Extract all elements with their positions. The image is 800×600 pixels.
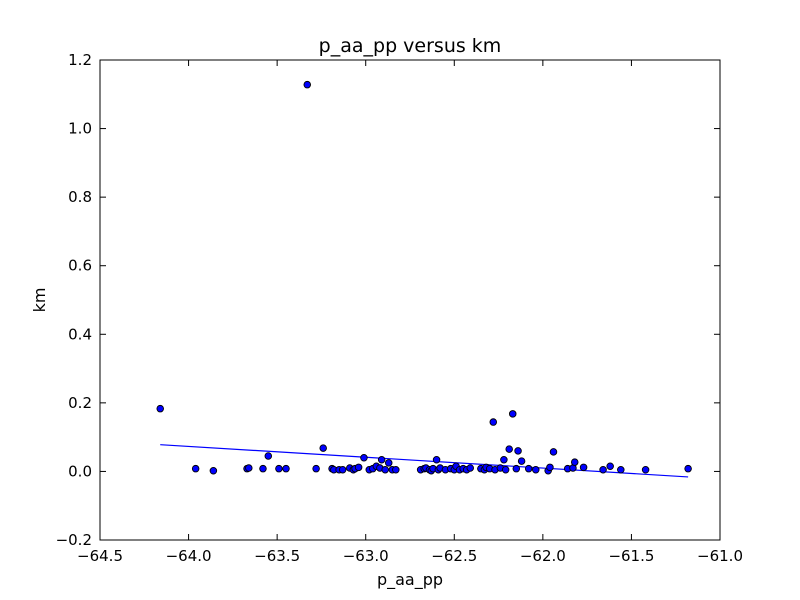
data-point xyxy=(377,456,386,464)
data-point xyxy=(524,464,533,473)
data-point xyxy=(641,465,650,474)
x-tick-label: −62.0 xyxy=(520,547,566,565)
y-tick-label: 0.8 xyxy=(68,188,92,206)
y-axis-title: km xyxy=(30,288,49,313)
y-tick-label: 0.0 xyxy=(68,462,92,480)
data-point xyxy=(264,452,273,460)
data-point xyxy=(259,464,267,473)
data-point xyxy=(517,457,526,465)
data-point xyxy=(684,464,692,473)
data-point xyxy=(319,444,327,452)
x-axis-title: p_aa_pp xyxy=(377,570,443,590)
x-tick-label: −61.5 xyxy=(608,547,654,565)
data-point xyxy=(532,465,540,474)
x-tick-label: −64.0 xyxy=(166,547,212,565)
data-point xyxy=(606,462,614,471)
data-point xyxy=(501,465,510,474)
data-point xyxy=(354,463,363,472)
data-point xyxy=(191,464,200,473)
y-tick-label: −0.2 xyxy=(56,531,92,549)
data-point xyxy=(570,458,579,466)
data-point xyxy=(505,445,513,453)
x-tick-label: −63.5 xyxy=(254,547,300,565)
data-point xyxy=(500,456,508,464)
x-tick-label: −62.5 xyxy=(431,547,477,565)
data-point xyxy=(508,410,517,418)
data-point xyxy=(489,418,498,426)
data-point xyxy=(392,465,400,474)
data-point xyxy=(384,459,393,467)
data-point xyxy=(466,464,474,472)
data-point xyxy=(549,448,558,456)
y-tick-label: 0.6 xyxy=(68,257,92,275)
data-point xyxy=(303,80,312,89)
y-tick-label: 0.4 xyxy=(68,325,92,343)
data-point xyxy=(338,465,347,474)
x-tick-label: −61.0 xyxy=(697,547,743,565)
data-point xyxy=(514,447,522,455)
axes-frame xyxy=(99,59,721,541)
data-point xyxy=(275,464,283,473)
data-point xyxy=(156,404,164,413)
data-point xyxy=(209,466,218,475)
plot-area: −64.5 −64.0 −63.5 −63.0 −62.5 −62.0 −61.5 −61.0… xyxy=(56,51,743,565)
data-point xyxy=(245,464,253,472)
data-point xyxy=(312,464,320,473)
data-point xyxy=(381,465,389,474)
y-tick-label: 1.2 xyxy=(68,51,92,69)
data-point xyxy=(512,464,521,473)
data-point xyxy=(282,464,290,473)
data-point xyxy=(579,463,588,472)
data-point xyxy=(546,463,554,472)
chart-title: p_aa_pp versus km xyxy=(319,35,502,57)
data-point xyxy=(360,453,368,462)
data-point xyxy=(599,465,607,474)
y-tick-label: 0.2 xyxy=(68,394,92,412)
x-tick-label: −63.0 xyxy=(343,547,389,565)
x-tick-label: −64.5 xyxy=(77,547,123,565)
data-point xyxy=(617,465,625,474)
data-point xyxy=(432,456,441,464)
y-tick-label: 1.0 xyxy=(68,120,92,138)
